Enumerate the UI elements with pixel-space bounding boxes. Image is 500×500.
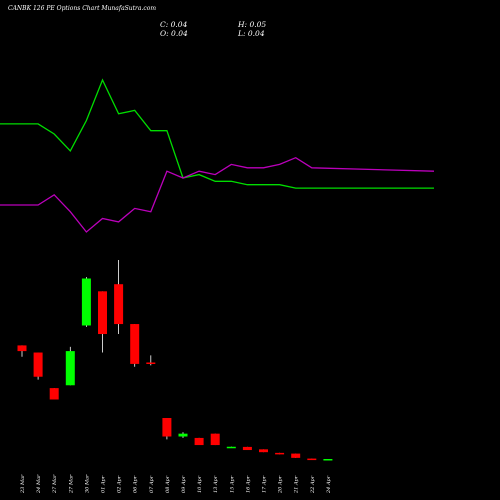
- candle-body: [291, 453, 301, 458]
- x-tick-label: 27 Mar: [52, 474, 58, 494]
- candle-body: [81, 278, 91, 326]
- candle: [226, 446, 236, 449]
- candle-body: [226, 446, 236, 449]
- x-tick-label: 17 Apr: [262, 475, 268, 493]
- x-tick-label: 06 Apr: [133, 475, 139, 493]
- candle: [49, 388, 59, 400]
- x-tick-label: 24 Apr: [326, 475, 332, 494]
- close-value: C: 0.04: [160, 20, 188, 29]
- candle-body: [49, 388, 59, 400]
- candle-body: [33, 352, 43, 377]
- candle: [242, 446, 252, 451]
- high-value: H: 0.05: [238, 20, 267, 29]
- x-tick-label: 24 Mar: [36, 474, 42, 494]
- candle-body: [146, 362, 156, 364]
- x-tick-label: 01 Apr: [101, 475, 107, 493]
- x-tick-label: 20 Apr: [278, 475, 284, 494]
- indicator-line-1: [0, 78, 434, 189]
- x-tick-label: 09 Apr: [181, 475, 187, 493]
- candle-body: [162, 418, 172, 437]
- x-tick-label: 10 Apr: [197, 475, 203, 493]
- candle: [81, 277, 91, 327]
- x-tick-label: 21 Apr: [294, 475, 300, 494]
- candle: [33, 352, 43, 380]
- x-tick-label: 15 Apr: [229, 475, 235, 493]
- candle: [307, 458, 317, 461]
- candle-body: [130, 324, 140, 364]
- candle: [162, 418, 172, 440]
- candle-body: [114, 284, 124, 325]
- x-tick-label: 27 Mar: [68, 474, 74, 494]
- x-tick-label: 02 Apr: [117, 475, 123, 493]
- candle-body: [65, 351, 75, 386]
- candle-body: [323, 459, 333, 461]
- candle: [146, 355, 156, 366]
- chart-title: CANBK 126 PE Options Chart MunafaSutra.c…: [8, 5, 157, 12]
- open-value: O: 0.04: [160, 29, 188, 38]
- candle-body: [210, 433, 220, 446]
- low-value: L: 0.04: [238, 29, 265, 38]
- x-axis-labels: 23 Mar 24 Mar 27 Mar 27 Mar 30 Mar 01 Apr 02 A…: [20, 474, 332, 494]
- candle: [114, 260, 124, 335]
- candle: [323, 459, 333, 461]
- candle-body: [98, 291, 107, 335]
- x-tick-label: 08 Apr: [165, 475, 171, 493]
- candle-body: [259, 449, 268, 453]
- candle: [17, 345, 27, 357]
- candle: [291, 453, 301, 458]
- candle: [178, 432, 188, 438]
- candle-body: [242, 446, 252, 451]
- candle-body: [275, 452, 285, 455]
- x-tick-label: 22 Apr: [310, 475, 316, 494]
- indicator-line-2: [0, 156, 435, 233]
- x-tick-label: 30 Mar: [84, 474, 90, 493]
- x-tick-label: 07 Apr: [149, 475, 155, 493]
- indicator-lines: [0, 78, 435, 233]
- candle: [130, 324, 140, 367]
- candle: [210, 433, 220, 446]
- x-tick-label: 23 Mar: [20, 474, 26, 494]
- candle: [65, 346, 75, 386]
- x-tick-label: 13 Apr: [213, 475, 219, 493]
- candles: [17, 260, 333, 461]
- x-tick-label: 16 Apr: [245, 475, 251, 493]
- candle-body: [178, 433, 188, 437]
- candle: [275, 452, 285, 455]
- candle: [98, 291, 107, 353]
- candle-body: [17, 345, 27, 352]
- candle: [194, 437, 204, 446]
- candle: [259, 449, 268, 453]
- candle-body: [194, 437, 204, 446]
- candle-body: [307, 458, 317, 461]
